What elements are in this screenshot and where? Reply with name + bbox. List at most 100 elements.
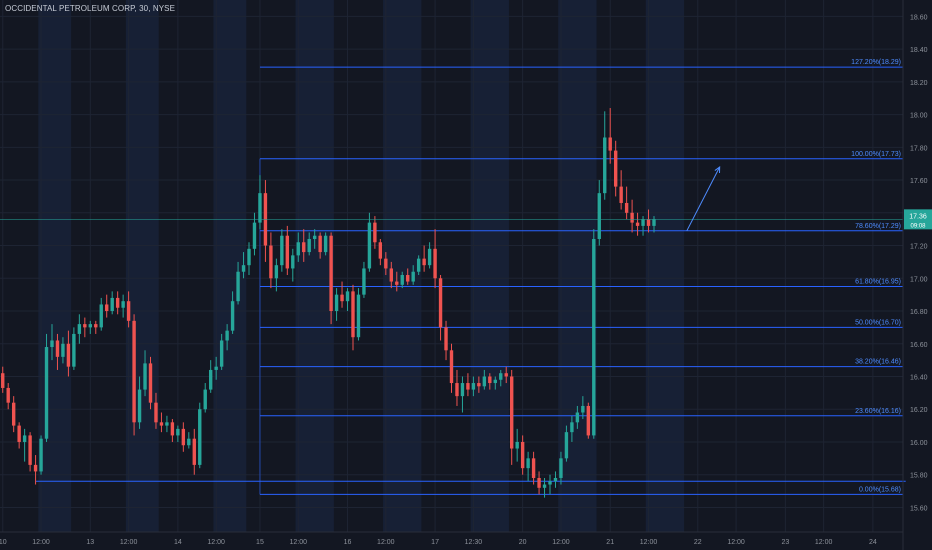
candle [531,451,536,485]
candle-body [542,484,547,488]
candle [499,369,503,387]
candle-body [482,376,487,387]
candle [460,376,465,413]
candle-body [126,301,131,321]
candle-body [520,441,525,469]
candle [137,376,142,429]
candle [143,350,147,397]
candle-body [236,271,240,302]
candle-body [176,428,180,436]
candle [230,291,235,334]
candle [291,248,295,282]
candle-body [608,137,612,151]
candle-body [247,248,251,266]
candle [28,432,32,472]
candle [488,373,492,390]
candle [99,297,103,331]
trend-arrow-head [714,165,721,173]
candle-body [597,193,601,239]
candle-body [192,438,196,465]
candle [515,428,519,462]
price-tick-label: 15.60 [910,505,928,512]
price-tick-label: 17.60 [910,178,928,185]
time-tick-label: 17 [431,539,439,546]
candle-body [553,477,558,482]
candle-body [362,268,366,295]
price-tick-label: 18.40 [910,47,928,54]
candle [263,180,268,262]
candle-body [241,265,246,272]
candle-body [603,137,607,194]
candle-body [61,343,65,357]
candle [526,451,530,482]
candle-body [187,438,191,446]
candle-body [624,202,629,213]
candle-body [280,235,284,266]
time-tick-label: 12:00 [727,539,745,546]
last-price-label: 17.36 [909,213,927,220]
candle [6,383,10,410]
candle-body [55,340,60,357]
candle [466,373,470,397]
candle [159,412,164,433]
candle [247,242,251,276]
candle [307,232,311,256]
candle-body [121,301,125,308]
candle-body [493,379,497,384]
candle-body [526,458,530,469]
candle-body [1,373,5,388]
price-tick-label: 16.40 [910,374,928,381]
candle-body [477,383,481,387]
candle [384,252,388,276]
candle-body [11,402,16,426]
candle [340,281,344,308]
candle-body [411,271,415,282]
candle-body [619,186,623,203]
candle [635,212,640,236]
candle [504,366,508,384]
candle-body [515,441,519,449]
candle [362,261,366,298]
candle [542,477,547,498]
candle-body [449,350,454,384]
candle-body [219,340,224,367]
candle [400,271,404,289]
candle-body [22,435,27,442]
candle-body [581,405,585,413]
fib-level-label: 38.20%(16.46) [855,359,901,366]
time-tick-label: 12:00 [207,539,225,546]
candle [570,415,574,442]
candle-body [154,402,158,423]
candle-body [132,320,136,423]
candle [132,314,136,436]
candle [296,232,300,262]
candle [77,314,82,344]
candle-body [466,383,470,390]
candle-body [274,265,279,279]
candle [55,333,60,370]
candle-body [203,389,207,410]
time-axis: 10 12:00 13 12:00 14 12:00 15 12:00 16 12:00 17 12:… [0,531,903,546]
candle [422,245,426,272]
candle [444,320,448,361]
candle [11,396,16,433]
candle [170,419,175,442]
candle-body [548,481,552,485]
candle [351,284,355,351]
candle [126,291,131,328]
candle [389,261,393,289]
session-band [383,0,422,532]
candle-body [165,422,169,426]
candle-body [406,275,410,282]
candle-body [99,304,103,328]
candle [592,229,596,439]
candle [411,265,415,285]
time-tick-label: 20 [519,539,527,546]
candle-body [537,477,541,488]
candle [586,402,591,439]
candle-body [50,340,54,348]
candle [624,186,629,220]
candle [630,199,634,233]
